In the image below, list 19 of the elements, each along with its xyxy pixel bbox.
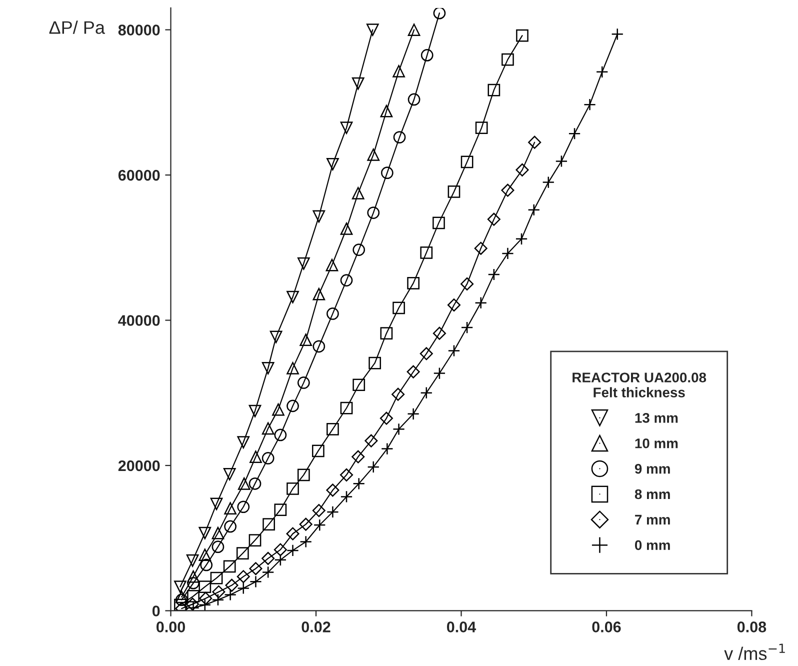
x-tick-label: 0.06	[592, 622, 621, 632]
y-tick-label: 60000	[118, 170, 160, 181]
legend-label: 10 mm	[635, 438, 678, 448]
legend-title: REACTOR UA200.08 Felt thickness	[572, 372, 706, 398]
y-axis-title: ΔP/ Pa	[49, 20, 105, 34]
legend-label: 13 mm	[635, 412, 678, 423]
x-tick-label: 0.08	[737, 622, 766, 632]
legend-label: 0 mm	[635, 540, 670, 550]
y-tick-label: 80000	[118, 24, 160, 36]
x-tick-label: 0.00	[156, 622, 186, 632]
legend-label: 9 mm	[634, 464, 670, 474]
y-tick-label: 40000	[118, 315, 160, 326]
x-tick-label: 0.02	[302, 622, 330, 632]
legend-label: 8 mm	[634, 489, 670, 500]
legend-label: 7 mm	[635, 514, 670, 524]
y-tick-label: 0	[152, 606, 160, 616]
x-axis-title: v /ms$^{−1}$	[724, 644, 785, 660]
x-tick-label: 0.04	[446, 622, 476, 632]
y-tick-label: 20000	[118, 460, 160, 472]
